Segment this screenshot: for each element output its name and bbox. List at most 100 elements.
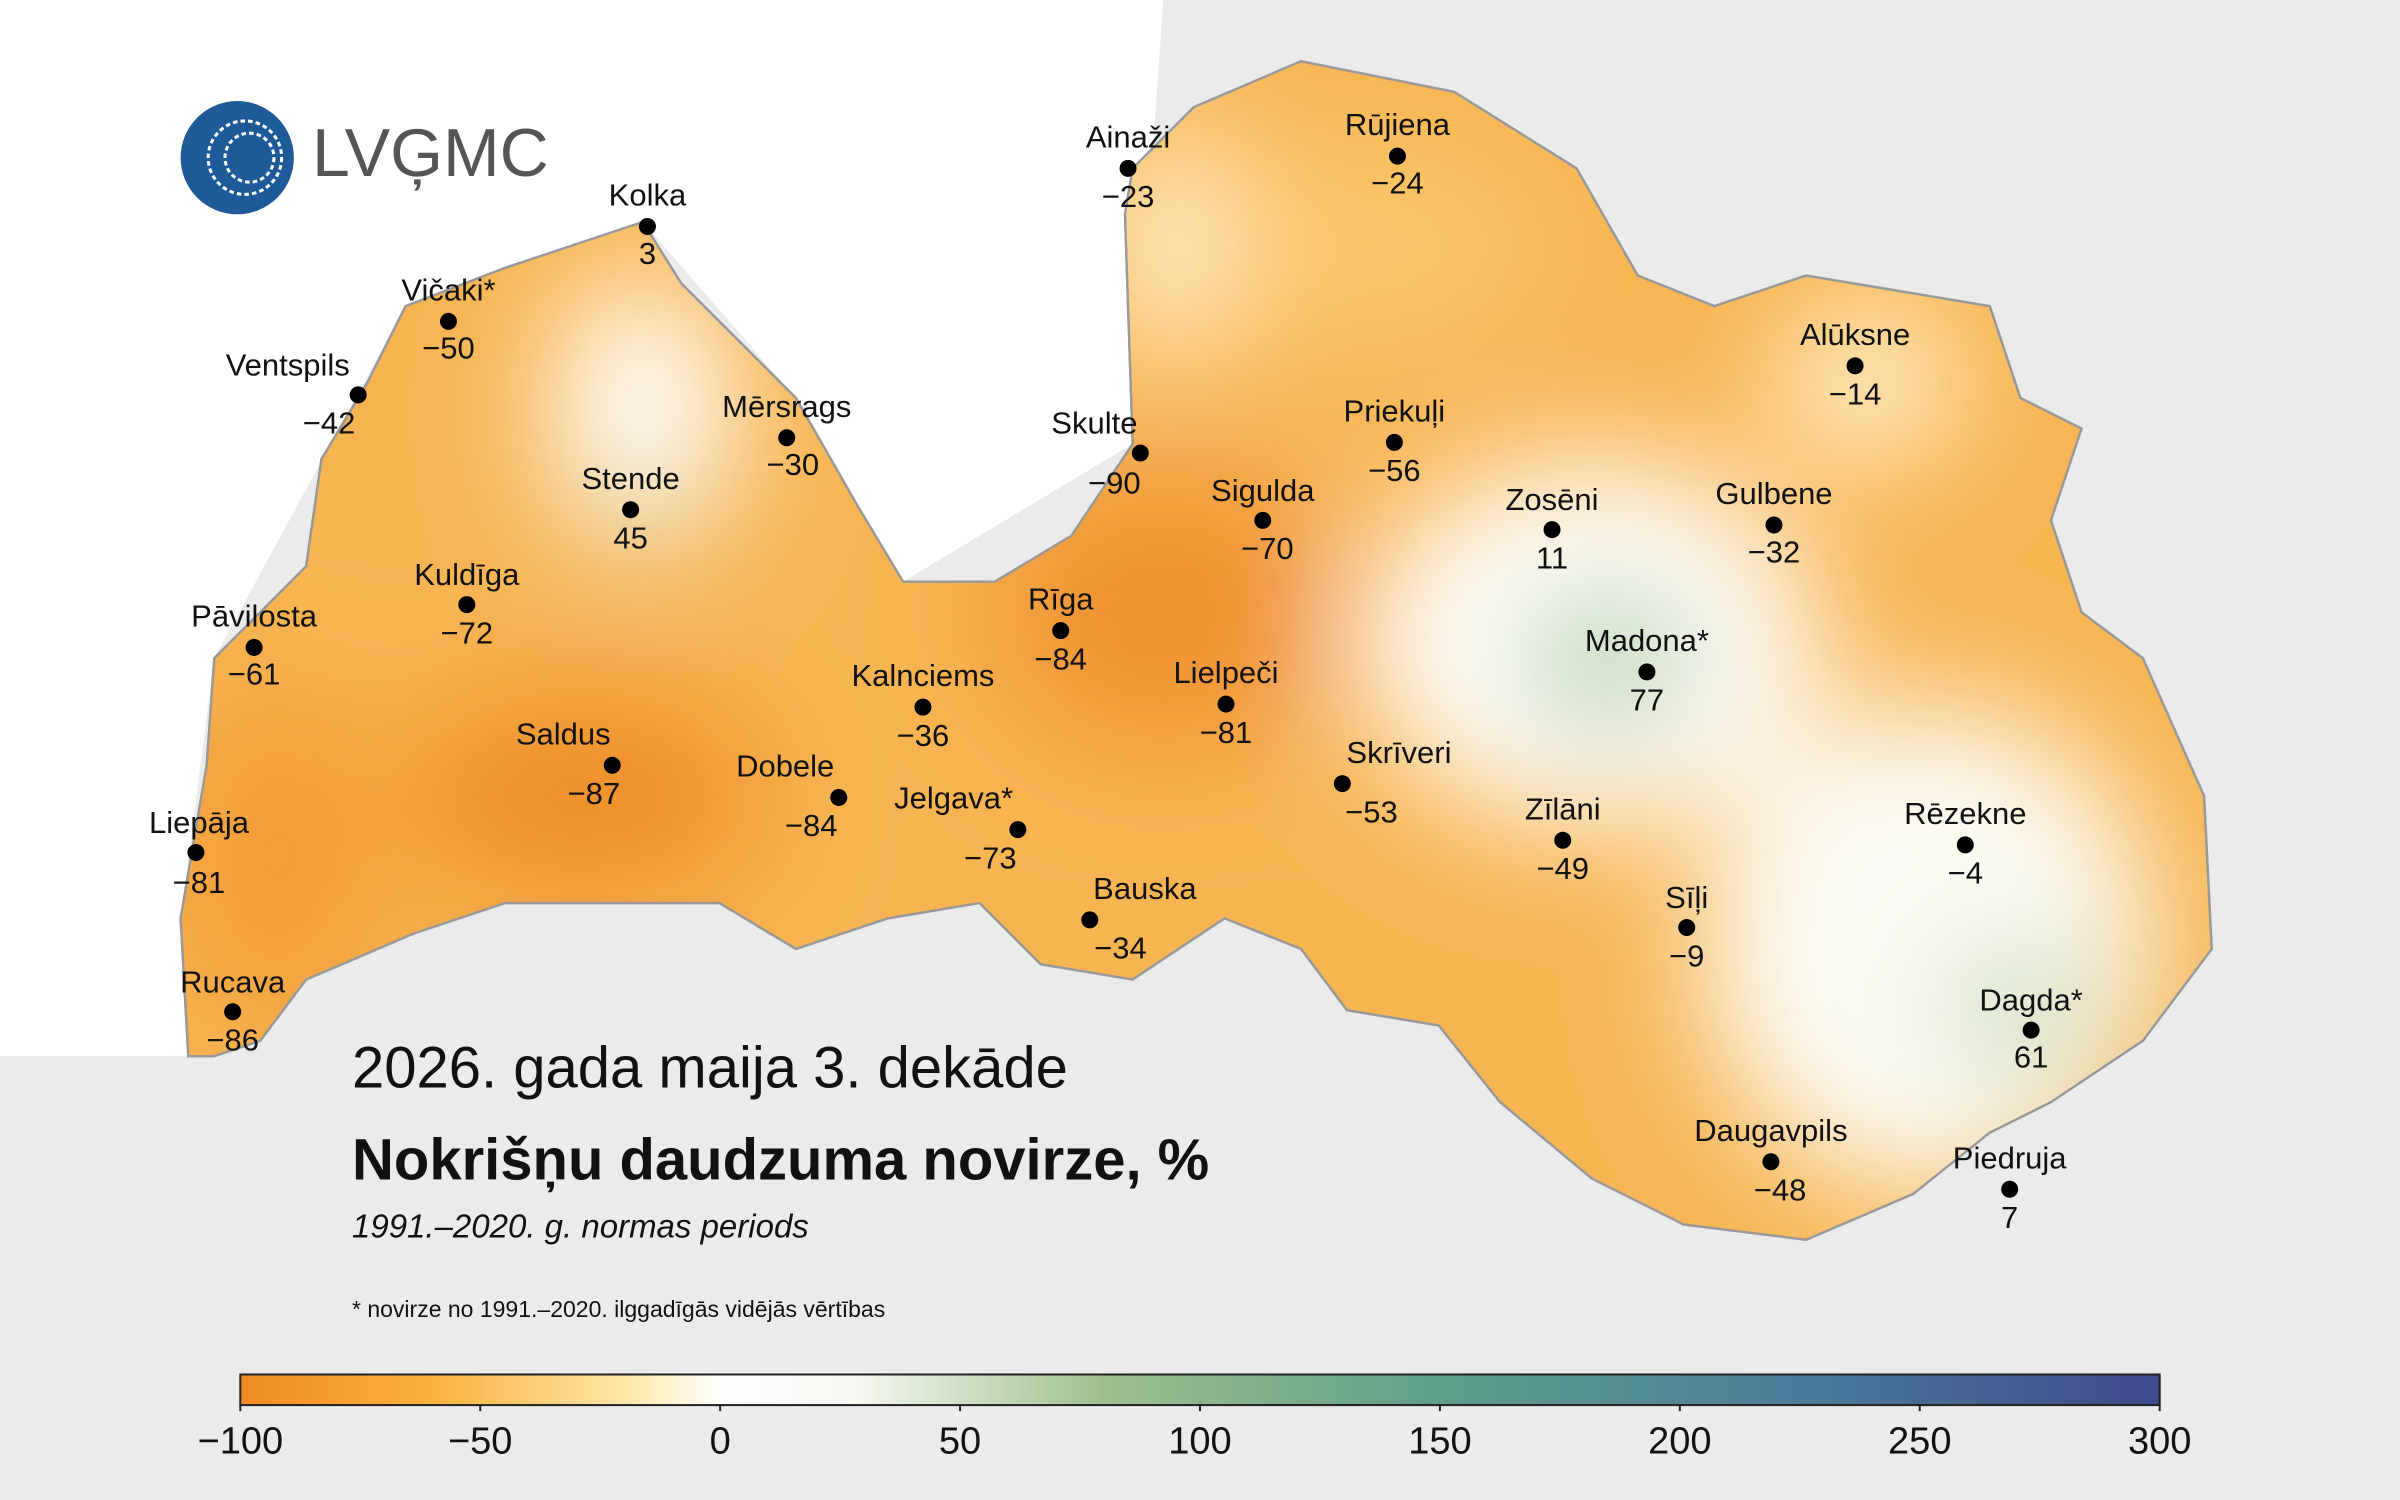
station-name: Sīļi — [1665, 880, 1708, 915]
station-value: 61 — [2014, 1039, 2048, 1074]
station-name: Kalnciems — [851, 658, 994, 693]
station-name: Rucava — [180, 964, 286, 999]
station-dot — [778, 429, 796, 447]
station-name: Dagda* — [1979, 983, 2082, 1018]
station-value: −14 — [1829, 377, 1882, 412]
station-name: Mērsrags — [722, 389, 851, 424]
station-name: Pāvilosta — [191, 599, 318, 634]
station-dot — [1052, 622, 1070, 640]
station-name: Rīga — [1028, 582, 1094, 617]
station-value: −56 — [1368, 453, 1421, 488]
station-name: Madona* — [1585, 623, 1709, 658]
station-name: Rēzekne — [1904, 796, 2026, 831]
logo-mark — [180, 101, 294, 215]
station-name: Bauska — [1093, 871, 1197, 906]
station-dot — [1081, 911, 1099, 929]
station-dot — [2001, 1180, 2019, 1198]
colorbar-tick-label: 200 — [1648, 1420, 1711, 1462]
station-name: Zīlāni — [1525, 791, 1601, 826]
station-value: 7 — [2001, 1200, 2018, 1235]
station-value: −50 — [422, 331, 475, 366]
station-value: −48 — [1754, 1173, 1807, 1208]
station-dot — [187, 844, 205, 862]
station-dot — [1131, 444, 1149, 462]
station-value: −73 — [964, 840, 1017, 875]
colorbar-tick-label: 300 — [2128, 1420, 2191, 1462]
station-value: −87 — [568, 776, 621, 811]
latvia-border — [179, 60, 2213, 1241]
station-name: Lielpeči — [1173, 655, 1278, 690]
station-dot — [622, 501, 640, 519]
colorbar-tick-label: 0 — [710, 1420, 731, 1462]
station-value: 11 — [1536, 540, 1568, 575]
station-dot — [1333, 775, 1351, 793]
station-dot — [2022, 1021, 2040, 1039]
map-period: 1991.–2020. g. normas periods — [352, 1208, 809, 1245]
station-dot — [1956, 836, 1974, 854]
station-value: −34 — [1094, 931, 1147, 966]
station-dot — [349, 386, 367, 404]
station-value: −84 — [1034, 641, 1087, 676]
station-name: Priekuļi — [1344, 393, 1446, 428]
station-value: 3 — [639, 236, 656, 271]
map-title: 2026. gada maija 3. dekāde — [352, 1035, 1068, 1100]
colorbar — [239, 1373, 2161, 1407]
station-name: Kuldīga — [414, 557, 520, 592]
station-value: −53 — [1345, 794, 1398, 829]
station-value: −49 — [1536, 851, 1589, 886]
colorbar-tick-label: 250 — [1888, 1420, 1951, 1462]
station-dot — [439, 312, 457, 330]
station-dot — [245, 638, 263, 656]
station-value: −9 — [1669, 938, 1704, 973]
station-name: Zosēni — [1506, 482, 1599, 517]
station-value: −23 — [1102, 179, 1155, 214]
colorbar-tick-label: 100 — [1168, 1420, 1231, 1462]
station-value: −36 — [897, 718, 950, 753]
station-value: −70 — [1241, 531, 1294, 566]
station-name: Gulbene — [1715, 476, 1832, 511]
station-dot — [1554, 831, 1572, 849]
station-name: Kolka — [609, 178, 687, 213]
station-name: Daugavpils — [1694, 1113, 1847, 1148]
station-value: −86 — [206, 1023, 259, 1058]
station-dot — [1254, 511, 1272, 529]
station-value: −61 — [228, 657, 281, 692]
station-dot — [1009, 821, 1027, 839]
sea — [0, 0, 1164, 1057]
station-dot — [1638, 663, 1656, 681]
station-dot — [1119, 159, 1137, 177]
station-dot — [1846, 357, 1864, 375]
station-dot — [1385, 433, 1403, 451]
station-name: Skulte — [1051, 406, 1137, 441]
station-name: Stende — [581, 461, 679, 496]
station-value: 45 — [613, 520, 647, 555]
station-value: 77 — [1630, 683, 1664, 718]
station-name: Rūjiena — [1345, 107, 1451, 142]
station-name: Piedruja — [1953, 1140, 2067, 1175]
station-value: −81 — [173, 865, 226, 900]
station-value: −90 — [1088, 465, 1141, 500]
precip-field — [183, 122, 2159, 1194]
colorbar-tick-label: 50 — [939, 1420, 981, 1462]
station-dot — [458, 596, 476, 614]
station-value: −4 — [1948, 856, 1983, 891]
colorbar-tick-label: −50 — [448, 1420, 512, 1462]
station-dot — [830, 788, 848, 806]
station-dot — [1765, 516, 1783, 534]
station-name: Dobele — [736, 749, 834, 784]
station-value: −72 — [441, 615, 494, 650]
colorbar-tick-label: 150 — [1408, 1420, 1471, 1462]
station-name: Liepāja — [149, 805, 250, 840]
station-name: Jelgava* — [894, 781, 1013, 816]
station-name: Ainaži — [1086, 119, 1170, 154]
logo-ring — [223, 131, 276, 184]
station-dot — [1543, 521, 1561, 539]
station-dot — [1762, 1153, 1780, 1171]
station-dot — [1388, 147, 1406, 165]
station-dot — [603, 756, 621, 774]
colorbar-tick-label: −100 — [198, 1420, 284, 1462]
map-heading: Nokrišņu daudzuma novirze, % — [352, 1127, 1209, 1192]
station-dot — [1217, 695, 1235, 713]
